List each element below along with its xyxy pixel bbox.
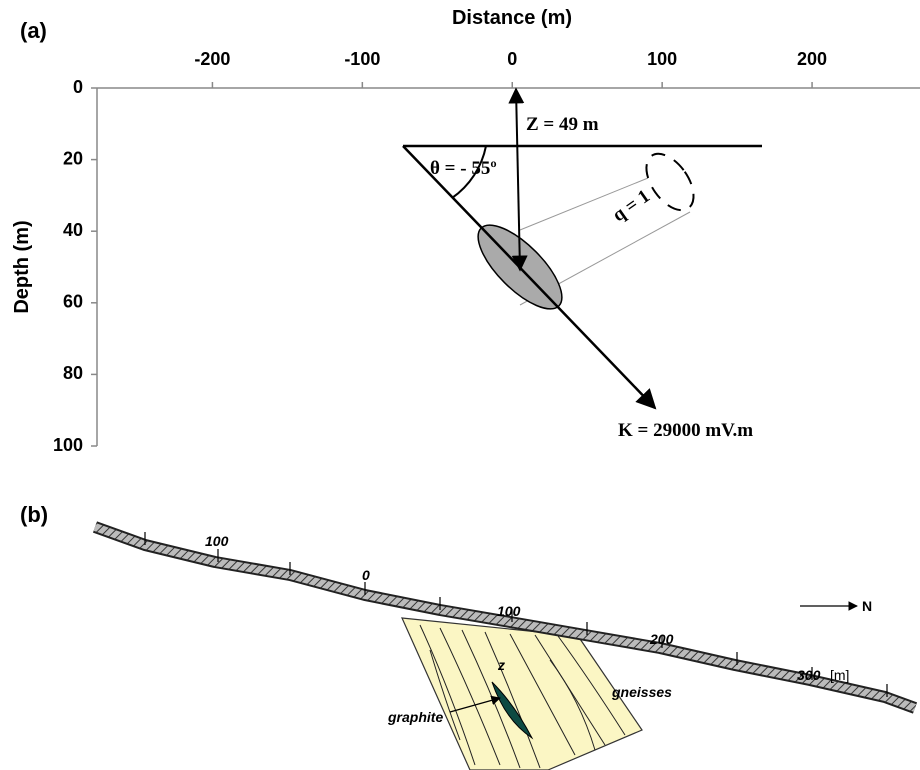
z-label: Z = 49 m [526,114,599,135]
distance-label: 300 [797,667,821,683]
y-tick-label: 100 [53,435,83,455]
y-tick-label: 60 [63,292,83,312]
distance-label: 100 [205,533,229,549]
projection [519,177,649,231]
north-label: N [862,598,872,614]
graphite-arrow [449,695,501,713]
graphite-lens [491,681,534,740]
unit-label: [m] [830,667,849,683]
k-label: K = 29000 mV.m [618,420,753,441]
graphite-label: graphite [387,709,443,725]
y-tick-label: 40 [63,220,83,240]
distance-label: 100 [497,603,521,619]
panel-label: (b) [20,502,48,527]
x-axis-title: Distance (m) [452,7,572,29]
q-label: q = 1 [609,186,654,226]
dip-vector [402,145,657,410]
shape-ellipse [645,152,695,212]
x-tick-label: 0 [507,49,517,69]
angle-arc [451,145,487,199]
surface-ticks [144,532,888,697]
x-tick-label: -200 [194,49,230,69]
surface [93,523,917,712]
x-tick-label: 200 [797,49,827,69]
depth-arrow [508,87,528,272]
x-tick-label: -100 [344,49,380,69]
gneisses-label: gneisses [611,684,672,700]
z-label: z [497,657,505,673]
panel-label: (a) [20,18,47,43]
ticks: -200 -100 0 100 200 0 20 40 60 80 100 [53,49,827,455]
y-tick-label: 0 [73,77,83,97]
y-axis-title: Depth (m) [11,220,33,313]
y-tick-label: 80 [63,363,83,383]
theta-label: θ = - 55º [430,158,497,179]
y-tick-label: 20 [63,148,83,168]
distance-label: 0 [362,567,370,583]
x-tick-label: 100 [647,49,677,69]
distance-label: 200 [649,631,674,647]
